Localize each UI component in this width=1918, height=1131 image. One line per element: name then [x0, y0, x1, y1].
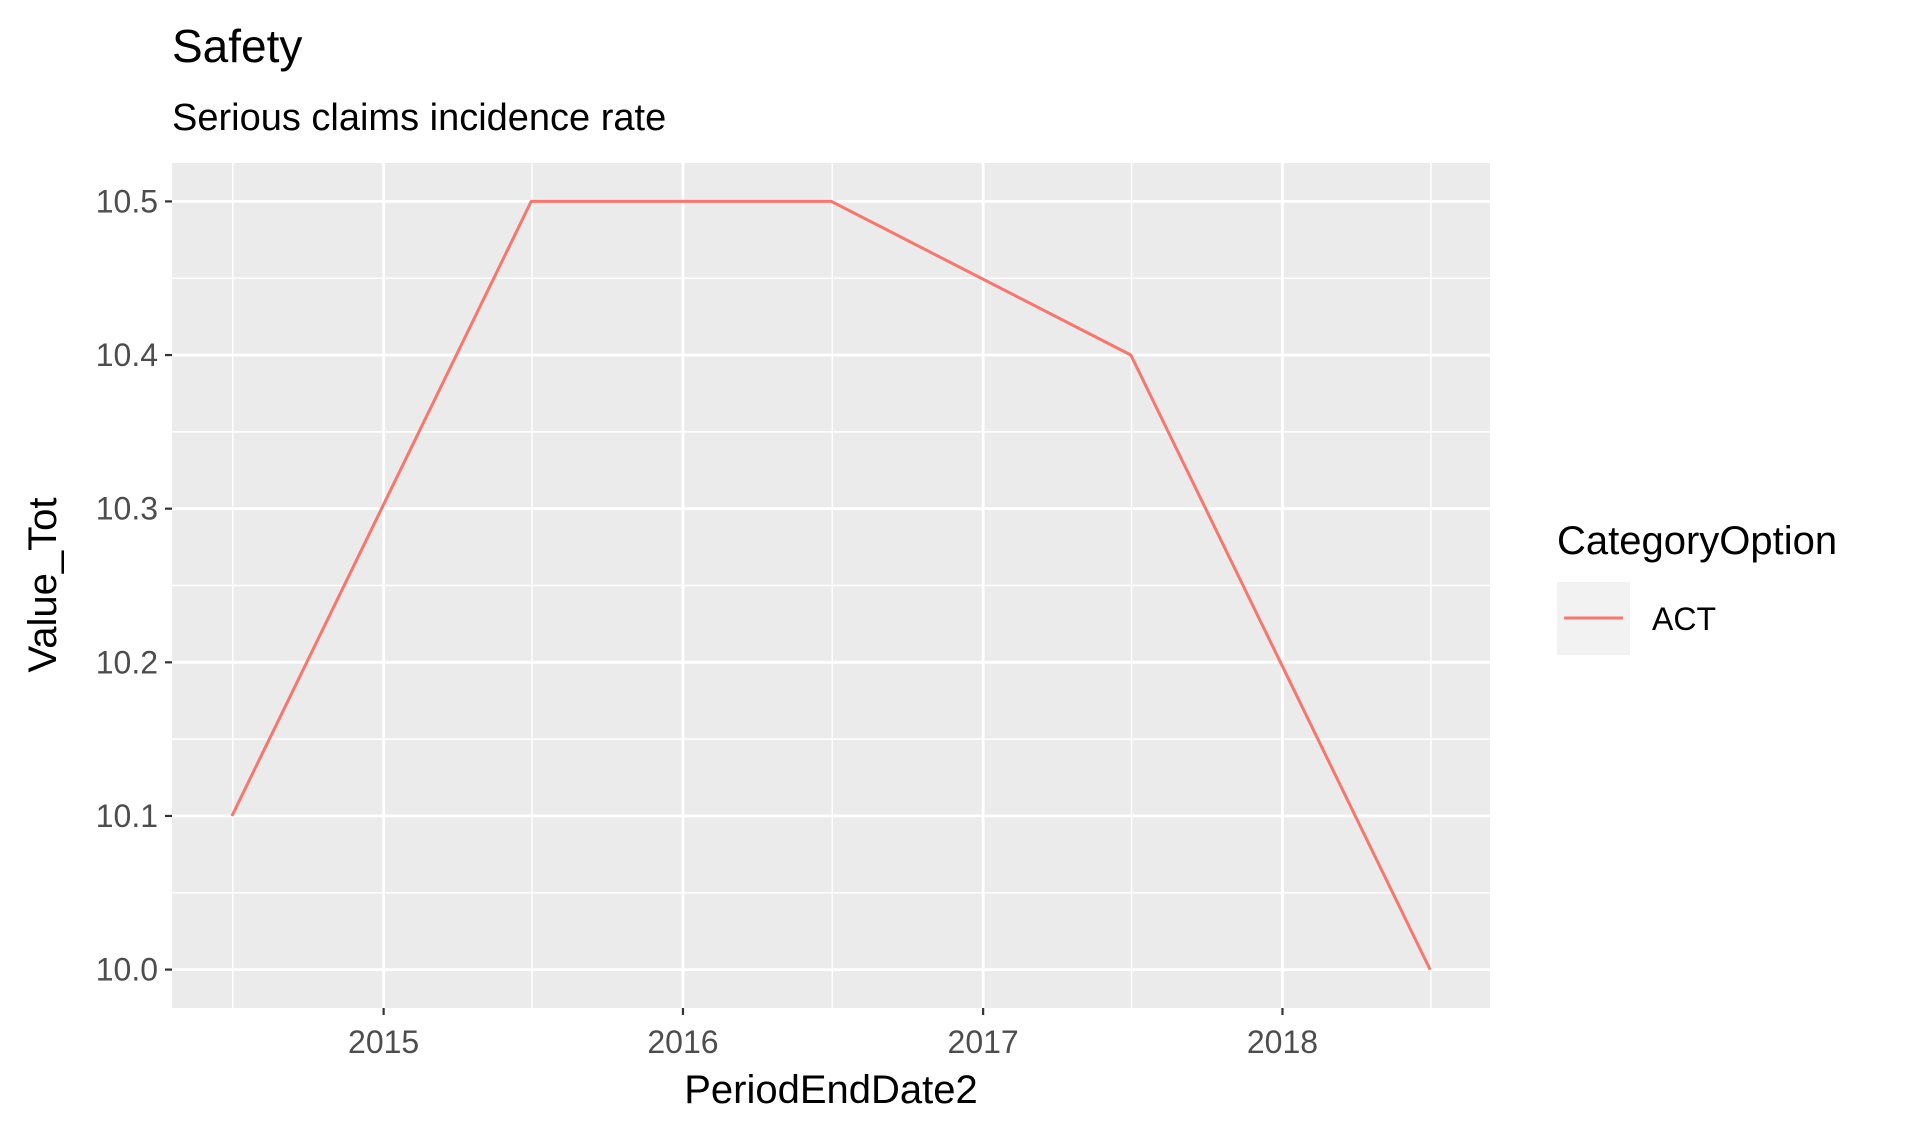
x-tick-label: 2016: [647, 1024, 718, 1060]
legend-label-act: ACT: [1652, 601, 1716, 637]
grid-minor: [172, 163, 1490, 1008]
x-tick-label: 2015: [348, 1024, 419, 1060]
x-tick-label: 2018: [1247, 1024, 1318, 1060]
x-axis: 2015 2016 2017 2018: [348, 1008, 1318, 1060]
grid-major: [172, 163, 1490, 1008]
chart-title: Safety: [172, 20, 302, 72]
series-layer: [230, 199, 1432, 971]
y-axis-title: Value_Tot: [21, 498, 65, 673]
series-line-act: [230, 199, 1432, 971]
y-tick-label: 10.4: [96, 337, 158, 373]
y-tick-label: 10.3: [96, 491, 158, 527]
x-axis-title: PeriodEndDate2: [684, 1068, 978, 1112]
legend: CategoryOption ACT: [1557, 519, 1837, 655]
y-tick-label: 10.1: [96, 798, 158, 834]
y-axis: 10.0 10.1 10.2 10.3 10.4 10.5: [96, 183, 172, 988]
y-tick-label: 10.0: [96, 952, 158, 988]
chart-subtitle: Serious claims incidence rate: [172, 97, 666, 139]
x-tick-label: 2017: [948, 1024, 1019, 1060]
y-tick-label: 10.5: [96, 183, 158, 219]
legend-title: CategoryOption: [1557, 519, 1837, 563]
y-tick-label: 10.2: [96, 644, 158, 680]
